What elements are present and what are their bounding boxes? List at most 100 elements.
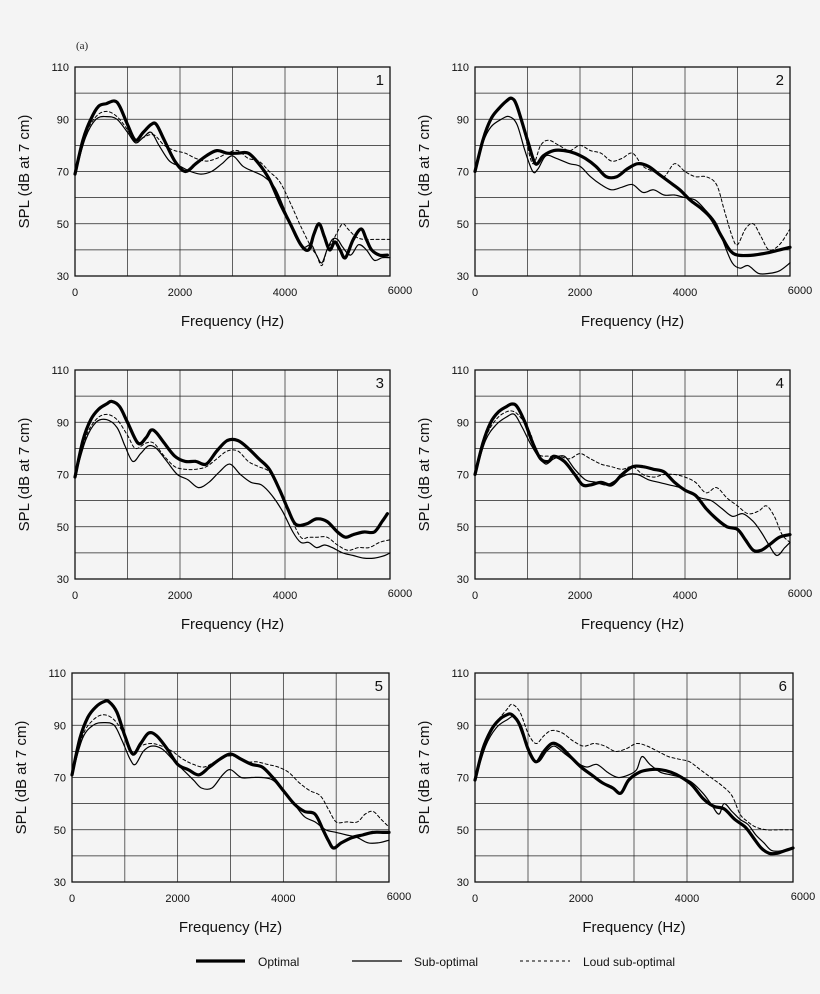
series-line-sub xyxy=(474,715,794,852)
y-tick-label: 90 xyxy=(457,720,469,732)
x-tick-label: 2000 xyxy=(569,893,593,905)
panel-number: 1 xyxy=(376,72,384,89)
legend-label-optimal: Optimal xyxy=(258,955,299,969)
x-tick-label: 2000 xyxy=(568,590,592,602)
y-tick-label: 50 xyxy=(57,522,69,534)
y-axis-title: SPL (dB at 7 cm) xyxy=(16,418,33,532)
x-tick-label: 0 xyxy=(472,893,478,905)
x-axis-title: Frequency (Hz) xyxy=(181,313,284,330)
legend-label-sub-optimal: Sub-optimal xyxy=(414,955,478,969)
x-tick-label: 0 xyxy=(472,590,478,602)
series-line-sub xyxy=(71,721,390,844)
x-tick-label: 6000 xyxy=(791,891,815,903)
x-axis-title: Frequency (Hz) xyxy=(581,313,684,330)
y-tick-label: 90 xyxy=(457,114,469,126)
y-tick-label: 50 xyxy=(57,219,69,231)
series-line-optimal xyxy=(70,699,391,850)
y-axis-title: SPL (dB at 7 cm) xyxy=(16,115,33,229)
series-line-sub xyxy=(474,413,791,557)
y-tick-label: 70 xyxy=(457,470,469,482)
y-tick-label: 50 xyxy=(457,825,469,837)
x-tick-label: 0 xyxy=(69,893,75,905)
series-line-sub xyxy=(74,418,391,559)
x-tick-label: 0 xyxy=(472,287,478,299)
y-axis-title: SPL (dB at 7 cm) xyxy=(416,721,433,835)
series-line-optimal xyxy=(473,712,795,856)
x-tick-label: 6000 xyxy=(788,285,812,297)
series-line-optimal xyxy=(73,399,389,539)
plot-frame xyxy=(71,672,390,883)
chart-panel-5: 30 50 70 90 110 0 2000 4000 6000 Frequency (Hz) SP… xyxy=(13,668,411,936)
panel-number: 4 xyxy=(776,375,784,392)
panel-number: 5 xyxy=(375,678,383,695)
y-tick-label: 90 xyxy=(457,417,469,429)
x-axis-title: Frequency (Hz) xyxy=(179,919,282,936)
series-line-loud xyxy=(474,410,791,543)
y-tick-label: 110 xyxy=(451,668,469,680)
y-tick-label: 110 xyxy=(51,62,69,74)
y-tick-label: 90 xyxy=(54,720,66,732)
y-axis-title: SPL (dB at 7 cm) xyxy=(416,418,433,532)
x-tick-label: 4000 xyxy=(273,590,297,602)
y-axis-title: SPL (dB at 7 cm) xyxy=(416,115,433,229)
chart-panel-2: 30 50 70 90 110 0 2000 4000 6000 Frequency (Hz) SP… xyxy=(416,62,812,330)
y-tick-label: 30 xyxy=(57,271,69,283)
series-line-optimal xyxy=(73,99,389,260)
y-tick-label: 90 xyxy=(57,417,69,429)
y-tick-label: 30 xyxy=(54,877,66,889)
x-tick-label: 6000 xyxy=(388,588,412,600)
x-tick-label: 6000 xyxy=(388,285,412,297)
x-tick-label: 2000 xyxy=(165,893,189,905)
x-tick-label: 4000 xyxy=(673,287,697,299)
y-tick-label: 110 xyxy=(48,668,66,680)
panel-number: 6 xyxy=(779,678,787,695)
figure-label: (a) xyxy=(76,40,89,52)
y-tick-label: 90 xyxy=(57,114,69,126)
y-tick-label: 110 xyxy=(451,62,469,74)
x-tick-label: 4000 xyxy=(271,893,295,905)
series-line-loud xyxy=(74,110,391,267)
y-tick-label: 30 xyxy=(57,574,69,586)
x-tick-label: 2000 xyxy=(568,287,592,299)
y-tick-label: 110 xyxy=(51,365,69,377)
y-tick-label: 70 xyxy=(57,470,69,482)
y-tick-label: 30 xyxy=(457,271,469,283)
y-tick-label: 70 xyxy=(54,773,66,785)
y-axis-title: SPL (dB at 7 cm) xyxy=(13,721,30,835)
series-line-sub xyxy=(474,115,791,275)
panel-number: 2 xyxy=(776,72,784,89)
x-tick-label: 2000 xyxy=(168,287,192,299)
x-tick-label: 4000 xyxy=(273,287,297,299)
x-tick-label: 2000 xyxy=(168,590,192,602)
x-tick-label: 0 xyxy=(72,287,78,299)
legend-label-loud-sub-optimal: Loud sub-optimal xyxy=(583,955,675,969)
panel-number: 3 xyxy=(376,375,384,392)
series-line-loud xyxy=(74,413,391,551)
chart-panel-1: 30 50 70 90 110 0 2000 4000 6000 Frequency (Hz) SP… xyxy=(16,62,412,330)
x-axis-title: Frequency (Hz) xyxy=(582,919,685,936)
chart-panel-4: 30 50 70 90 110 0 2000 4000 6000 Frequency (Hz) SP… xyxy=(416,365,812,633)
x-tick-label: 6000 xyxy=(788,588,812,600)
legend: Optimal Sub-optimal Loud sub-optimal xyxy=(196,955,675,969)
y-tick-label: 70 xyxy=(57,167,69,179)
chart-panel-6: 30 50 70 90 110 0 2000 4000 6000 Frequency (Hz) SP… xyxy=(416,668,815,936)
x-axis-title: Frequency (Hz) xyxy=(581,616,684,633)
x-tick-label: 6000 xyxy=(387,891,411,903)
x-tick-label: 4000 xyxy=(673,590,697,602)
y-tick-label: 50 xyxy=(457,522,469,534)
chart-panel-3: 30 50 70 90 110 0 2000 4000 6000 Frequency (Hz) SP… xyxy=(16,365,412,633)
y-tick-label: 50 xyxy=(457,219,469,231)
series-line-optimal xyxy=(473,96,792,258)
x-tick-label: 4000 xyxy=(675,893,699,905)
y-tick-label: 110 xyxy=(451,365,469,377)
y-tick-label: 30 xyxy=(457,574,469,586)
x-tick-label: 0 xyxy=(72,590,78,602)
y-tick-label: 50 xyxy=(54,825,66,837)
series-line-loud xyxy=(71,714,390,828)
y-tick-label: 70 xyxy=(457,167,469,179)
y-tick-label: 70 xyxy=(457,773,469,785)
x-axis-title: Frequency (Hz) xyxy=(181,616,284,633)
y-tick-label: 30 xyxy=(457,877,469,889)
